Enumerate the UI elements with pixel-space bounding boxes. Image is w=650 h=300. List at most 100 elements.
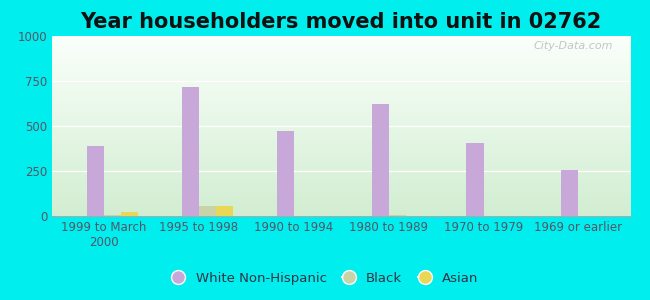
Bar — [52, 130, 630, 131]
Bar — [52, 37, 630, 38]
Bar — [277, 131, 294, 216]
Bar — [52, 49, 630, 50]
Bar — [52, 169, 630, 170]
Bar — [52, 73, 630, 74]
Bar — [52, 70, 630, 71]
Bar — [52, 214, 630, 215]
Bar — [52, 98, 630, 99]
Bar — [52, 50, 630, 51]
Bar — [52, 39, 630, 40]
Bar — [52, 183, 630, 184]
Bar — [52, 149, 630, 150]
Bar — [52, 82, 630, 83]
Bar — [52, 42, 630, 43]
Bar — [52, 133, 630, 134]
Bar — [52, 124, 630, 125]
Bar — [52, 194, 630, 195]
Bar — [52, 164, 630, 165]
Bar — [52, 44, 630, 45]
Bar — [52, 125, 630, 126]
Bar — [52, 85, 630, 86]
Bar — [52, 181, 630, 182]
Bar — [52, 74, 630, 75]
Bar — [52, 188, 630, 189]
Bar — [52, 104, 630, 105]
Bar — [52, 47, 630, 48]
Bar — [52, 186, 630, 187]
Bar — [52, 160, 630, 161]
Bar — [52, 132, 630, 133]
Bar — [52, 111, 630, 112]
Bar — [52, 121, 630, 122]
Bar — [52, 71, 630, 72]
Bar — [52, 100, 630, 101]
Bar — [52, 40, 630, 41]
Bar — [52, 109, 630, 110]
Bar — [216, 206, 233, 216]
Bar — [52, 146, 630, 147]
Bar — [52, 141, 630, 142]
Bar — [372, 104, 389, 216]
Bar — [52, 176, 630, 177]
Bar — [52, 36, 630, 37]
Bar — [52, 115, 630, 116]
Bar — [52, 107, 630, 108]
Bar — [389, 214, 406, 216]
Bar — [52, 140, 630, 141]
Bar — [52, 177, 630, 178]
Bar — [52, 202, 630, 203]
Bar — [52, 75, 630, 76]
Bar — [52, 51, 630, 52]
Bar — [52, 45, 630, 46]
Bar — [52, 179, 630, 180]
Bar — [52, 90, 630, 91]
Bar — [52, 175, 630, 176]
Bar — [52, 153, 630, 154]
Bar — [52, 85, 630, 86]
Bar — [122, 212, 138, 216]
Bar — [52, 52, 630, 53]
Bar — [52, 128, 630, 129]
Bar — [52, 192, 630, 193]
Bar — [52, 65, 630, 66]
Bar — [52, 171, 630, 172]
Bar — [52, 163, 630, 164]
Legend: White Non-Hispanic, Black, Asian: White Non-Hispanic, Black, Asian — [166, 266, 484, 290]
Bar — [52, 138, 630, 139]
Bar — [52, 195, 630, 196]
Bar — [52, 180, 630, 181]
Bar — [52, 211, 630, 212]
Bar — [52, 201, 630, 202]
Bar — [52, 200, 630, 201]
Text: City-Data.com: City-Data.com — [534, 41, 613, 51]
Bar — [52, 61, 630, 62]
Bar — [52, 57, 630, 58]
Bar — [52, 99, 630, 100]
Bar — [52, 126, 630, 127]
Bar — [52, 122, 630, 123]
Bar — [52, 166, 630, 167]
Bar — [52, 150, 630, 151]
Bar — [52, 63, 630, 64]
Bar — [52, 117, 630, 118]
Bar — [52, 157, 630, 158]
Bar — [52, 210, 630, 211]
Bar — [52, 92, 630, 93]
Bar — [52, 182, 630, 183]
Bar — [52, 77, 630, 78]
Bar — [52, 151, 630, 152]
Bar — [52, 46, 630, 47]
Bar — [52, 87, 630, 88]
Bar — [52, 59, 630, 60]
Bar — [52, 58, 630, 59]
Bar — [52, 112, 630, 113]
Bar — [52, 94, 630, 95]
Bar — [87, 146, 104, 216]
Bar — [52, 96, 630, 97]
Bar — [52, 136, 630, 137]
Bar — [52, 56, 630, 57]
Bar — [52, 55, 630, 56]
Bar — [52, 101, 630, 102]
Bar — [52, 78, 630, 79]
Bar — [52, 114, 630, 115]
